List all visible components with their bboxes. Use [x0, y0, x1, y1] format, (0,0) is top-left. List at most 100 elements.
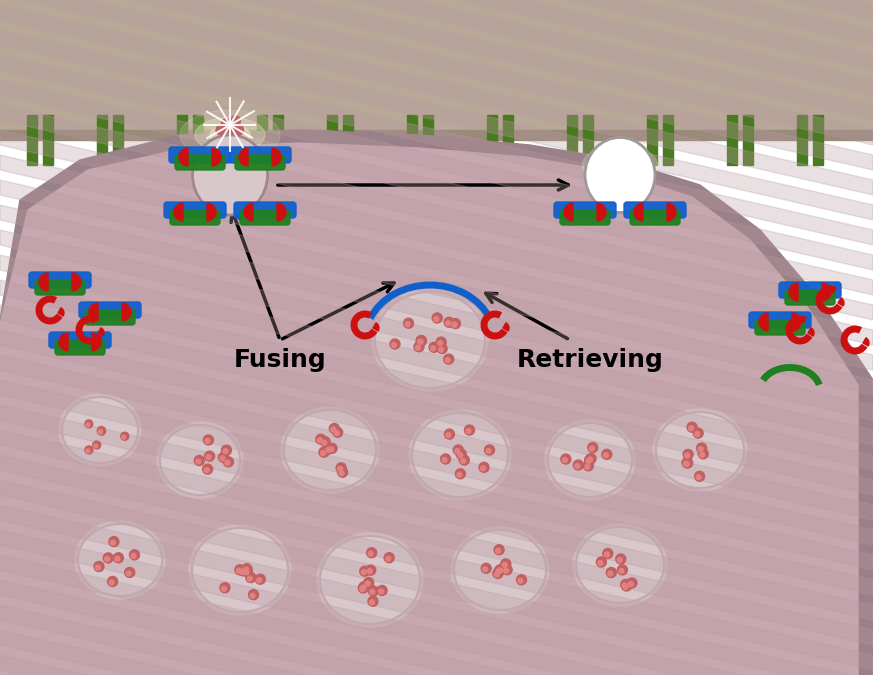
- Circle shape: [368, 586, 378, 596]
- Circle shape: [204, 468, 210, 472]
- Circle shape: [697, 443, 706, 453]
- Circle shape: [390, 339, 400, 349]
- Circle shape: [223, 457, 233, 467]
- Polygon shape: [0, 5, 873, 220]
- Wedge shape: [503, 323, 509, 331]
- Circle shape: [361, 570, 367, 574]
- Circle shape: [218, 452, 229, 462]
- Polygon shape: [0, 105, 873, 320]
- Circle shape: [98, 427, 106, 435]
- Ellipse shape: [653, 409, 747, 491]
- Wedge shape: [207, 203, 216, 221]
- Circle shape: [360, 587, 365, 591]
- Circle shape: [195, 456, 204, 466]
- Circle shape: [364, 578, 374, 587]
- Circle shape: [98, 427, 106, 435]
- Ellipse shape: [189, 525, 291, 615]
- Circle shape: [110, 540, 115, 545]
- Circle shape: [86, 423, 90, 427]
- Circle shape: [596, 557, 607, 567]
- Polygon shape: [0, 130, 873, 675]
- Ellipse shape: [454, 530, 546, 610]
- Wedge shape: [634, 203, 643, 221]
- FancyBboxPatch shape: [624, 202, 686, 218]
- Circle shape: [444, 429, 455, 439]
- Circle shape: [105, 556, 110, 562]
- Ellipse shape: [78, 524, 162, 596]
- Circle shape: [386, 556, 390, 561]
- Polygon shape: [0, 530, 873, 675]
- Polygon shape: [0, 505, 873, 675]
- Ellipse shape: [317, 533, 423, 627]
- Wedge shape: [58, 308, 64, 316]
- Circle shape: [494, 545, 504, 555]
- Circle shape: [698, 447, 703, 452]
- Wedge shape: [179, 148, 188, 166]
- Polygon shape: [0, 80, 873, 295]
- Circle shape: [434, 317, 439, 321]
- Circle shape: [250, 593, 255, 598]
- Circle shape: [368, 568, 372, 574]
- Circle shape: [107, 576, 118, 587]
- Circle shape: [223, 121, 232, 131]
- Circle shape: [223, 117, 234, 128]
- Circle shape: [586, 454, 596, 464]
- Circle shape: [438, 347, 443, 352]
- Circle shape: [377, 585, 387, 595]
- Circle shape: [444, 317, 454, 327]
- FancyBboxPatch shape: [49, 332, 111, 348]
- Circle shape: [496, 548, 500, 554]
- Circle shape: [93, 444, 98, 448]
- Circle shape: [99, 430, 102, 434]
- Circle shape: [220, 456, 225, 461]
- Circle shape: [583, 461, 594, 470]
- Wedge shape: [272, 148, 281, 166]
- Circle shape: [615, 554, 626, 564]
- Wedge shape: [808, 328, 814, 336]
- Circle shape: [693, 428, 703, 438]
- Circle shape: [109, 580, 114, 585]
- Bar: [257, 115, 267, 165]
- Circle shape: [504, 568, 509, 573]
- Circle shape: [227, 122, 237, 132]
- Circle shape: [437, 344, 447, 354]
- Circle shape: [328, 447, 333, 452]
- Circle shape: [585, 464, 590, 469]
- Circle shape: [622, 583, 628, 588]
- Circle shape: [86, 449, 90, 453]
- Circle shape: [446, 433, 451, 437]
- Text: Retrieving: Retrieving: [517, 348, 663, 372]
- Circle shape: [682, 458, 692, 468]
- Circle shape: [441, 454, 450, 464]
- FancyBboxPatch shape: [785, 290, 835, 305]
- Bar: [503, 115, 513, 165]
- Circle shape: [129, 550, 140, 560]
- Circle shape: [589, 446, 595, 451]
- Circle shape: [497, 568, 501, 574]
- Circle shape: [320, 451, 326, 456]
- Bar: [342, 115, 353, 165]
- Bar: [743, 115, 753, 165]
- Circle shape: [367, 547, 376, 558]
- Circle shape: [450, 319, 460, 329]
- Circle shape: [461, 458, 465, 464]
- Bar: [423, 115, 433, 165]
- Circle shape: [333, 427, 342, 437]
- Ellipse shape: [281, 407, 379, 493]
- Wedge shape: [667, 203, 676, 221]
- Circle shape: [457, 453, 463, 458]
- Polygon shape: [0, 0, 873, 70]
- Bar: [113, 115, 123, 165]
- Wedge shape: [212, 148, 221, 166]
- Circle shape: [602, 549, 613, 558]
- Circle shape: [617, 565, 628, 575]
- Circle shape: [603, 453, 608, 458]
- Circle shape: [99, 429, 102, 433]
- Circle shape: [457, 472, 462, 477]
- Ellipse shape: [59, 394, 141, 466]
- Polygon shape: [0, 630, 873, 675]
- Circle shape: [574, 460, 583, 470]
- Ellipse shape: [545, 420, 635, 500]
- Circle shape: [231, 125, 241, 135]
- Ellipse shape: [409, 410, 511, 500]
